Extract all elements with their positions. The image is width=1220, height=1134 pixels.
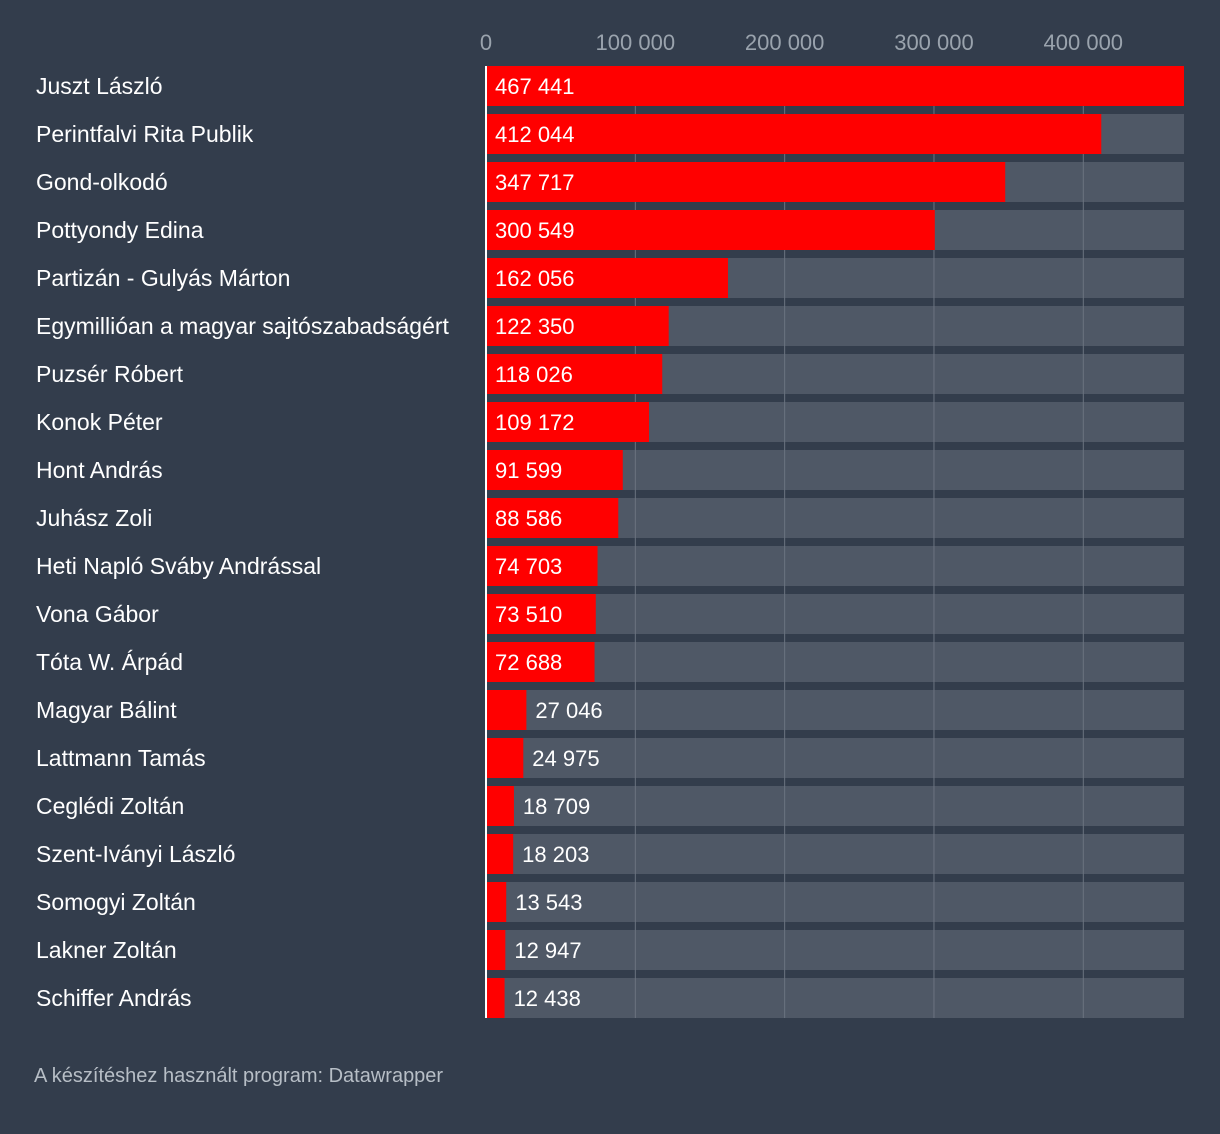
category-label: Somogyi Zoltán (36, 889, 196, 915)
data-label: 12 438 (514, 986, 581, 1011)
data-label: 27 046 (535, 698, 602, 723)
data-label: 18 709 (523, 794, 590, 819)
data-label: 88 586 (495, 506, 562, 531)
bar-track (486, 978, 1184, 1018)
x-tick-label: 100 000 (596, 30, 676, 55)
category-label: Juhász Zoli (36, 505, 152, 531)
data-label: 91 599 (495, 458, 562, 483)
category-label: Puzsér Róbert (36, 361, 184, 387)
data-label: 73 510 (495, 602, 562, 627)
bar-track (486, 738, 1184, 778)
bar (486, 546, 598, 586)
bar-track (486, 594, 1184, 634)
bar-track (486, 882, 1184, 922)
bar (486, 882, 507, 922)
category-label: Szent-Iványi László (36, 841, 235, 867)
category-label: Hont András (36, 457, 163, 483)
x-tick-label: 300 000 (894, 30, 974, 55)
bar (486, 594, 596, 634)
category-label: Gond-olkodó (36, 169, 168, 195)
data-label: 122 350 (495, 314, 575, 339)
bar-track (486, 642, 1184, 682)
category-label: Partizán - Gulyás Márton (36, 265, 290, 291)
bar (486, 258, 728, 298)
data-label: 74 703 (495, 554, 562, 579)
bar (486, 738, 524, 778)
bar-track (486, 546, 1184, 586)
bar (486, 354, 663, 394)
data-label: 412 044 (495, 122, 575, 147)
x-tick-label: 0 (480, 30, 492, 55)
data-label: 18 203 (522, 842, 589, 867)
bar (486, 834, 514, 874)
category-label: Magyar Bálint (36, 697, 177, 723)
category-label: Perintfalvi Rita Publik (36, 121, 254, 147)
data-label: 118 026 (495, 362, 573, 387)
data-label: 300 549 (495, 218, 575, 243)
bar (486, 978, 505, 1018)
bar (486, 450, 623, 490)
bar (486, 210, 935, 250)
category-label: Lakner Zoltán (36, 937, 177, 963)
data-label: 109 172 (495, 410, 575, 435)
category-label: Pottyondy Edina (36, 217, 204, 243)
bar (486, 930, 506, 970)
category-label: Tóta W. Árpád (36, 649, 183, 675)
data-label: 467 441 (495, 74, 575, 99)
category-label: Schiffer András (36, 985, 192, 1011)
data-label: 13 543 (515, 890, 582, 915)
bar (486, 642, 595, 682)
category-label: Heti Napló Sváby Andrással (36, 553, 321, 579)
bar-track (486, 930, 1184, 970)
data-label: 347 717 (495, 170, 575, 195)
category-label: Juszt László (36, 73, 163, 99)
category-label: Egymillióan a magyar sajtószabadságért (36, 313, 450, 339)
bar-track (486, 834, 1184, 874)
data-label: 72 688 (495, 650, 562, 675)
category-label: Lattmann Tamás (36, 745, 206, 771)
x-tick-label: 400 000 (1044, 30, 1124, 55)
footer-credit: A készítéshez használt program: Datawrap… (34, 1065, 444, 1087)
category-label: Vona Gábor (36, 601, 159, 627)
bar-track (486, 786, 1184, 826)
data-label: 162 056 (495, 266, 575, 291)
bar (486, 66, 1184, 106)
bar (486, 162, 1006, 202)
data-label: 12 947 (514, 938, 581, 963)
x-tick-label: 200 000 (745, 30, 825, 55)
bar (486, 306, 669, 346)
bar (486, 498, 619, 538)
category-label: Ceglédi Zoltán (36, 793, 184, 819)
bar (486, 690, 527, 730)
category-label: Konok Péter (36, 409, 163, 435)
bar (486, 402, 650, 442)
bar-track (486, 690, 1184, 730)
bar (486, 786, 514, 826)
data-label: 24 975 (532, 746, 599, 771)
bar (486, 114, 1102, 154)
